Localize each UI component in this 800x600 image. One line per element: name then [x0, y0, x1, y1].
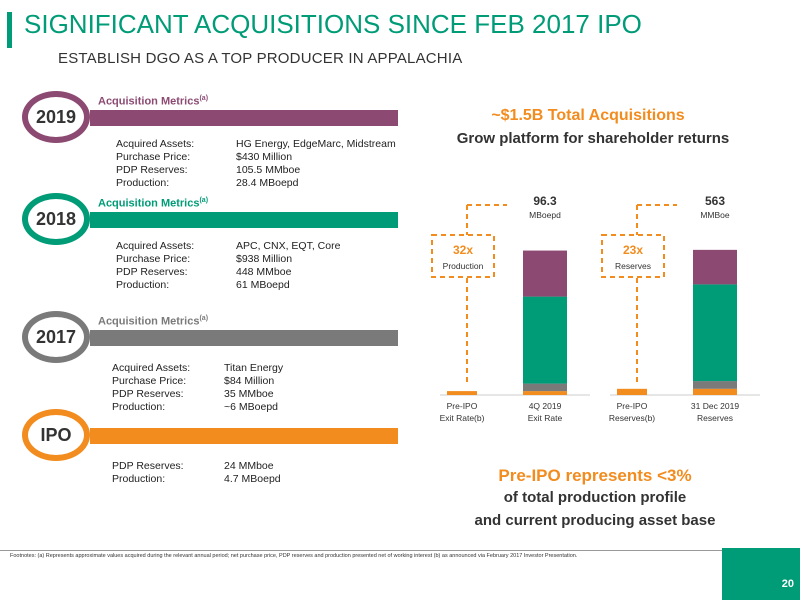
- multiple-callout-box: [431, 234, 495, 278]
- page-number-text: 20: [781, 578, 794, 590]
- category-label: Reserves(b): [609, 413, 655, 423]
- metric-value: 24 MMboe: [224, 460, 274, 472]
- category-label: Reserves: [697, 413, 733, 423]
- category-label: 4Q 2019: [529, 401, 562, 411]
- pre-ipo-line-2: and current producing asset base: [474, 512, 716, 529]
- timeline-bar: [90, 428, 398, 444]
- acquisition-metrics-title: Acquisition Metrics(a): [98, 95, 208, 108]
- timeline-bar: [90, 330, 398, 346]
- metric-value: ~6 MBoepd: [224, 401, 278, 413]
- title-accent-bar: [7, 12, 12, 48]
- growth-multiple: 23x: [623, 243, 643, 257]
- metric-label: Production:: [112, 473, 166, 485]
- footnote-mark: (a): [199, 197, 209, 204]
- metric-value: 4.7 MBoepd: [224, 473, 281, 485]
- timeline-bar: [90, 110, 398, 126]
- metrics-title-text: Acquisition Metrics: [98, 315, 200, 328]
- metric-value: HG Energy, EdgeMarc, Midstream: [236, 138, 396, 150]
- acquisition-metrics-title: Acquisition Metrics(a): [98, 197, 208, 210]
- category-label: Exit Rate(b): [440, 413, 485, 423]
- pre-ipo-headline: Pre-IPO represents <3%: [498, 466, 692, 485]
- metric-value: 105.5 MMboe: [236, 164, 301, 176]
- footnote-mark: (a): [199, 315, 209, 322]
- metric-label: Acquired Assets:: [116, 138, 195, 150]
- year-badge: 2019: [22, 91, 90, 143]
- category-label: Exit Rate: [528, 413, 563, 423]
- category-label: Pre-IPO: [447, 401, 478, 411]
- bar-segment: [447, 391, 477, 395]
- metric-label: Production:: [112, 401, 166, 413]
- metric-label: PDP Reserves:: [116, 266, 188, 278]
- chart-total-unit: MBoepd: [529, 210, 561, 220]
- category-label: Pre-IPO: [617, 401, 648, 411]
- acquisition-metrics-title: Acquisition Metrics(a): [98, 315, 208, 328]
- metric-value: 448 MMboe: [236, 266, 292, 278]
- bar-segment: [523, 391, 567, 395]
- metric-label: Purchase Price:: [112, 375, 187, 387]
- page-title: SIGNIFICANT ACQUISITIONS SINCE FEB 2017 …: [24, 9, 642, 39]
- bar-segment: [617, 388, 647, 395]
- metric-label: Purchase Price:: [116, 253, 191, 265]
- metric-label: Production:: [116, 177, 170, 189]
- page-number: 20: [722, 578, 800, 590]
- growth-multiple: 32x: [453, 243, 473, 257]
- page-subtitle: ESTABLISH DGO AS A TOP PRODUCER IN APPAL…: [58, 50, 463, 67]
- metric-value: Titan Energy: [224, 362, 284, 374]
- metric-label: PDP Reserves:: [112, 388, 184, 400]
- pre-ipo-line-1: of total production profile: [503, 489, 687, 506]
- metric-label: Production:: [116, 279, 170, 291]
- bar-segment: [523, 296, 567, 384]
- metric-value: $84 Million: [224, 375, 275, 387]
- category-label: 31 Dec 2019: [691, 401, 739, 411]
- timeline-bar: [90, 212, 398, 228]
- metric-value: 61 MBoepd: [236, 279, 290, 291]
- year-badge: 2017: [22, 311, 90, 363]
- footer-divider: [0, 550, 722, 551]
- metric-label: PDP Reserves:: [116, 164, 188, 176]
- platform-subheadline: Grow platform for shareholder returns: [456, 130, 730, 147]
- metric-label: Acquired Assets:: [112, 362, 191, 374]
- metric-label: Acquired Assets:: [116, 240, 195, 252]
- footnote-mark: (a): [199, 95, 209, 102]
- multiple-callout-box: [601, 234, 665, 278]
- metric-label: Purchase Price:: [116, 151, 191, 163]
- bar-segment: [693, 381, 737, 389]
- bar-segment: [693, 284, 737, 382]
- metrics-title-text: Acquisition Metrics: [98, 197, 200, 210]
- total-acquisitions-headline: ~$1.5B Total Acquisitions: [491, 107, 685, 124]
- bar-segment: [523, 250, 567, 297]
- metric-value: APC, CNX, EQT, Core: [236, 240, 341, 252]
- growth-multiple-label: Production: [443, 261, 484, 271]
- metric-value: $430 Million: [236, 151, 293, 163]
- chart-total-value: 96.3: [533, 194, 557, 208]
- metrics-title-text: Acquisition Metrics: [98, 95, 200, 108]
- footnote-text: Footnotes: (a) Represents approximate va…: [10, 553, 578, 559]
- metric-label: PDP Reserves:: [112, 460, 184, 472]
- metric-value: $938 Million: [236, 253, 293, 265]
- chart-total-value: 563: [705, 194, 725, 208]
- metric-value: 28.4 MBoepd: [236, 177, 299, 189]
- year-badge: 2018: [22, 193, 90, 245]
- year-badge: IPO: [22, 409, 90, 461]
- bar-segment: [693, 249, 737, 285]
- metric-value: 35 MMboe: [224, 388, 274, 400]
- growth-multiple-label: Reserves: [615, 261, 651, 271]
- growth-bar-charts: Pre-IPO Exit Rate(b) 4Q 2019 Exit Rate 96.3 M…: [431, 194, 760, 423]
- bar-segment: [693, 388, 737, 395]
- footer-brand-block: [722, 548, 800, 600]
- bar-segment: [523, 383, 567, 392]
- chart-total-unit: MMBoe: [700, 210, 730, 220]
